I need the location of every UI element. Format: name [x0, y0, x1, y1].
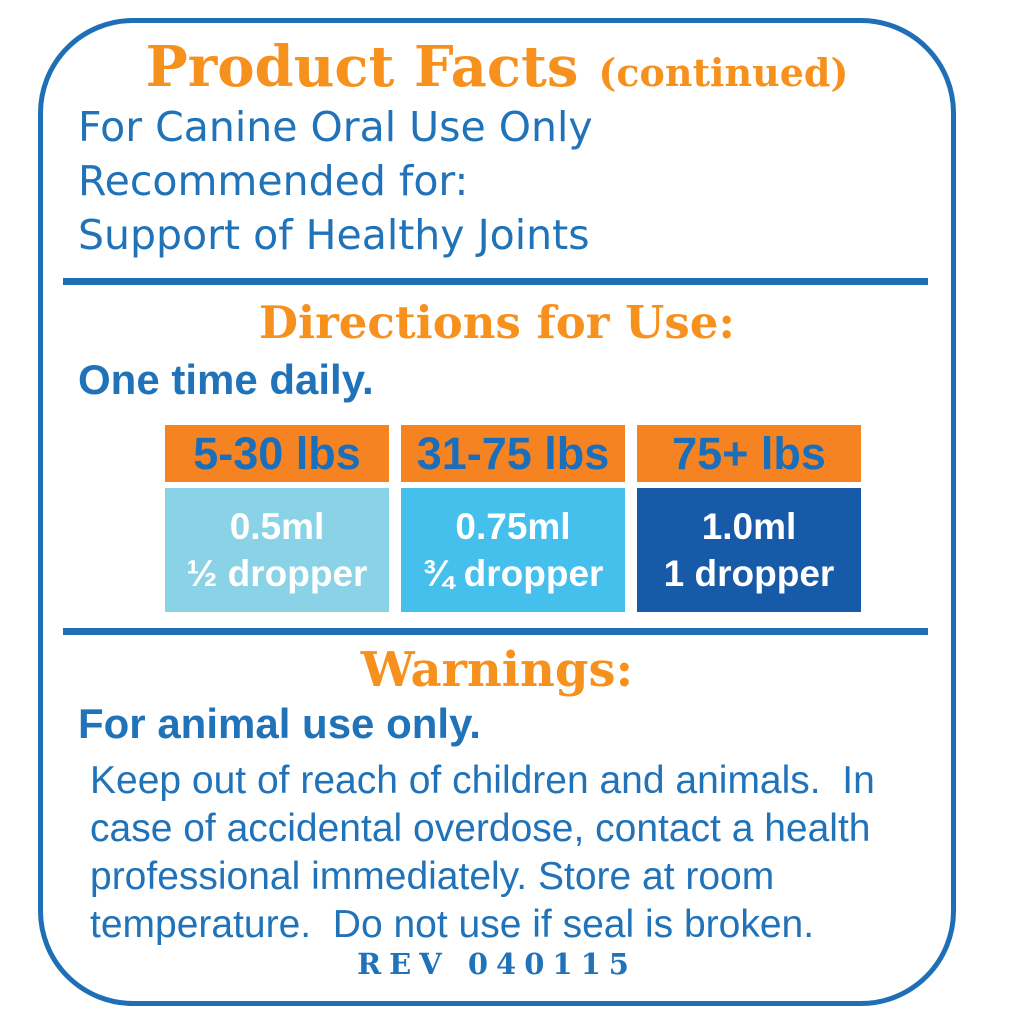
warning-line: professional immediately. Store at room — [90, 855, 775, 898]
dose-cell: 0.5ml ½ dropper — [165, 488, 389, 612]
intro-line-recommended: Recommended for: — [78, 157, 469, 205]
product-facts-heading-row: Product Facts (continued) — [38, 36, 956, 98]
intro-line-oral-use: For Canine Oral Use Only — [78, 103, 593, 151]
revision-code: REV 040115 — [357, 947, 637, 981]
dose-column-small-dog: 5-30 lbs 0.5ml ½ dropper — [165, 425, 389, 612]
dose-cell: 0.75ml ¾ dropper — [401, 488, 625, 612]
warning-line: temperature. Do not use if seal is broke… — [90, 903, 815, 946]
weight-range-header: 75+ lbs — [637, 425, 861, 482]
warning-line: case of accidental overdose, contact a h… — [90, 807, 871, 850]
weight-range-header: 5-30 lbs — [165, 425, 389, 482]
section-divider-top — [63, 278, 928, 285]
dose-ml: 1.0ml — [701, 506, 797, 547]
dosage-table: 5-30 lbs 0.5ml ½ dropper 31-75 lbs 0.75m… — [165, 425, 861, 612]
dose-ml: 0.75ml — [455, 506, 571, 547]
page-title: Product Facts — [145, 34, 579, 100]
weight-range-header: 31-75 lbs — [401, 425, 625, 482]
dose-cell: 1.0ml 1 dropper — [637, 488, 861, 612]
dose-dropper: ½ dropper — [186, 553, 368, 594]
warnings-body: Keep out of reach of children and animal… — [90, 757, 875, 949]
dose-dropper: 1 dropper — [663, 553, 835, 594]
dose-column-large-dog: 75+ lbs 1.0ml 1 dropper — [637, 425, 861, 612]
animal-use-emphasis: For animal use only. — [78, 700, 481, 747]
section-divider-bottom — [63, 628, 928, 635]
continued-note: (continued) — [598, 50, 849, 95]
warning-line: Keep out of reach of children and animal… — [90, 759, 875, 802]
intro-line-support: Support of Healthy Joints — [78, 211, 590, 259]
directions-heading: Directions for Use: — [258, 296, 736, 349]
usage-intro-block: For Canine Oral Use Only Recommended for… — [78, 100, 593, 262]
frequency-text: One time daily. — [78, 356, 374, 403]
warnings-heading: Warnings: — [360, 642, 634, 698]
dose-ml: 0.5ml — [229, 506, 325, 547]
dose-column-medium-dog: 31-75 lbs 0.75ml ¾ dropper — [401, 425, 625, 612]
dose-dropper: ¾ dropper — [422, 553, 604, 594]
